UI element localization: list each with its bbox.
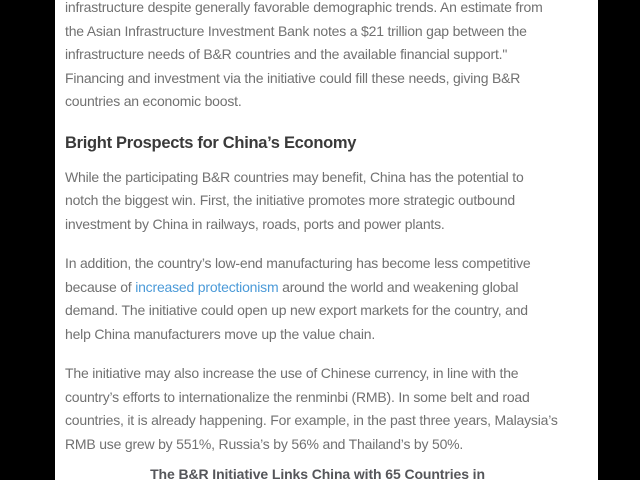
text-segment: because of [65, 278, 136, 295]
paragraph-currency: The initiative may also increase the use… [65, 362, 570, 456]
text-line: notch the biggest win. First, the initia… [65, 192, 515, 208]
text-line: Financing and investment via the initiat… [65, 69, 521, 86]
paragraph-benefit: While the participating B&R countries ma… [65, 166, 570, 237]
text-line: RMB use grew by 551%, Russia’s by 56% an… [65, 435, 464, 452]
text-line: because of increased protectionism aroun… [65, 276, 570, 300]
text-line: While the participating B&R countries ma… [65, 168, 524, 185]
text-segment: around the world and weakening global [278, 278, 519, 295]
paragraph-intro: infrastructure despite generally favorab… [65, 0, 570, 114]
text-line: In addition, the country’s low-end manuf… [65, 255, 531, 271]
text-line: help China manufacturers move up the val… [65, 325, 376, 342]
paragraph-manufacturing: In addition, the country’s low-end manuf… [65, 252, 570, 346]
text-line: infrastructure needs of B&R countries an… [65, 46, 508, 62]
text-line: countries, it is already happening. For … [65, 412, 558, 428]
text-line: the Asian Infrastructure Investment Bank… [65, 22, 527, 39]
text-line: demand. The initiative could open up new… [65, 302, 528, 318]
text-line: infrastructure despite generally favorab… [65, 0, 543, 15]
section-heading: Bright Prospects for China’s Economy [65, 133, 357, 152]
article-page: infrastructure despite generally favorab… [55, 0, 598, 480]
text-line: countries an economic boost. [65, 93, 242, 109]
chart-caption: The B&R Initiative Links China with 65 C… [150, 466, 485, 480]
text-line: investment by China in railways, roads, … [65, 215, 445, 232]
article-column: infrastructure despite generally favorab… [65, 0, 570, 480]
increased-protectionism-link[interactable]: increased protectionism [135, 278, 279, 295]
text-line: country’s efforts to internationalize th… [65, 388, 530, 405]
text-line: The initiative may also increase the use… [65, 365, 519, 381]
